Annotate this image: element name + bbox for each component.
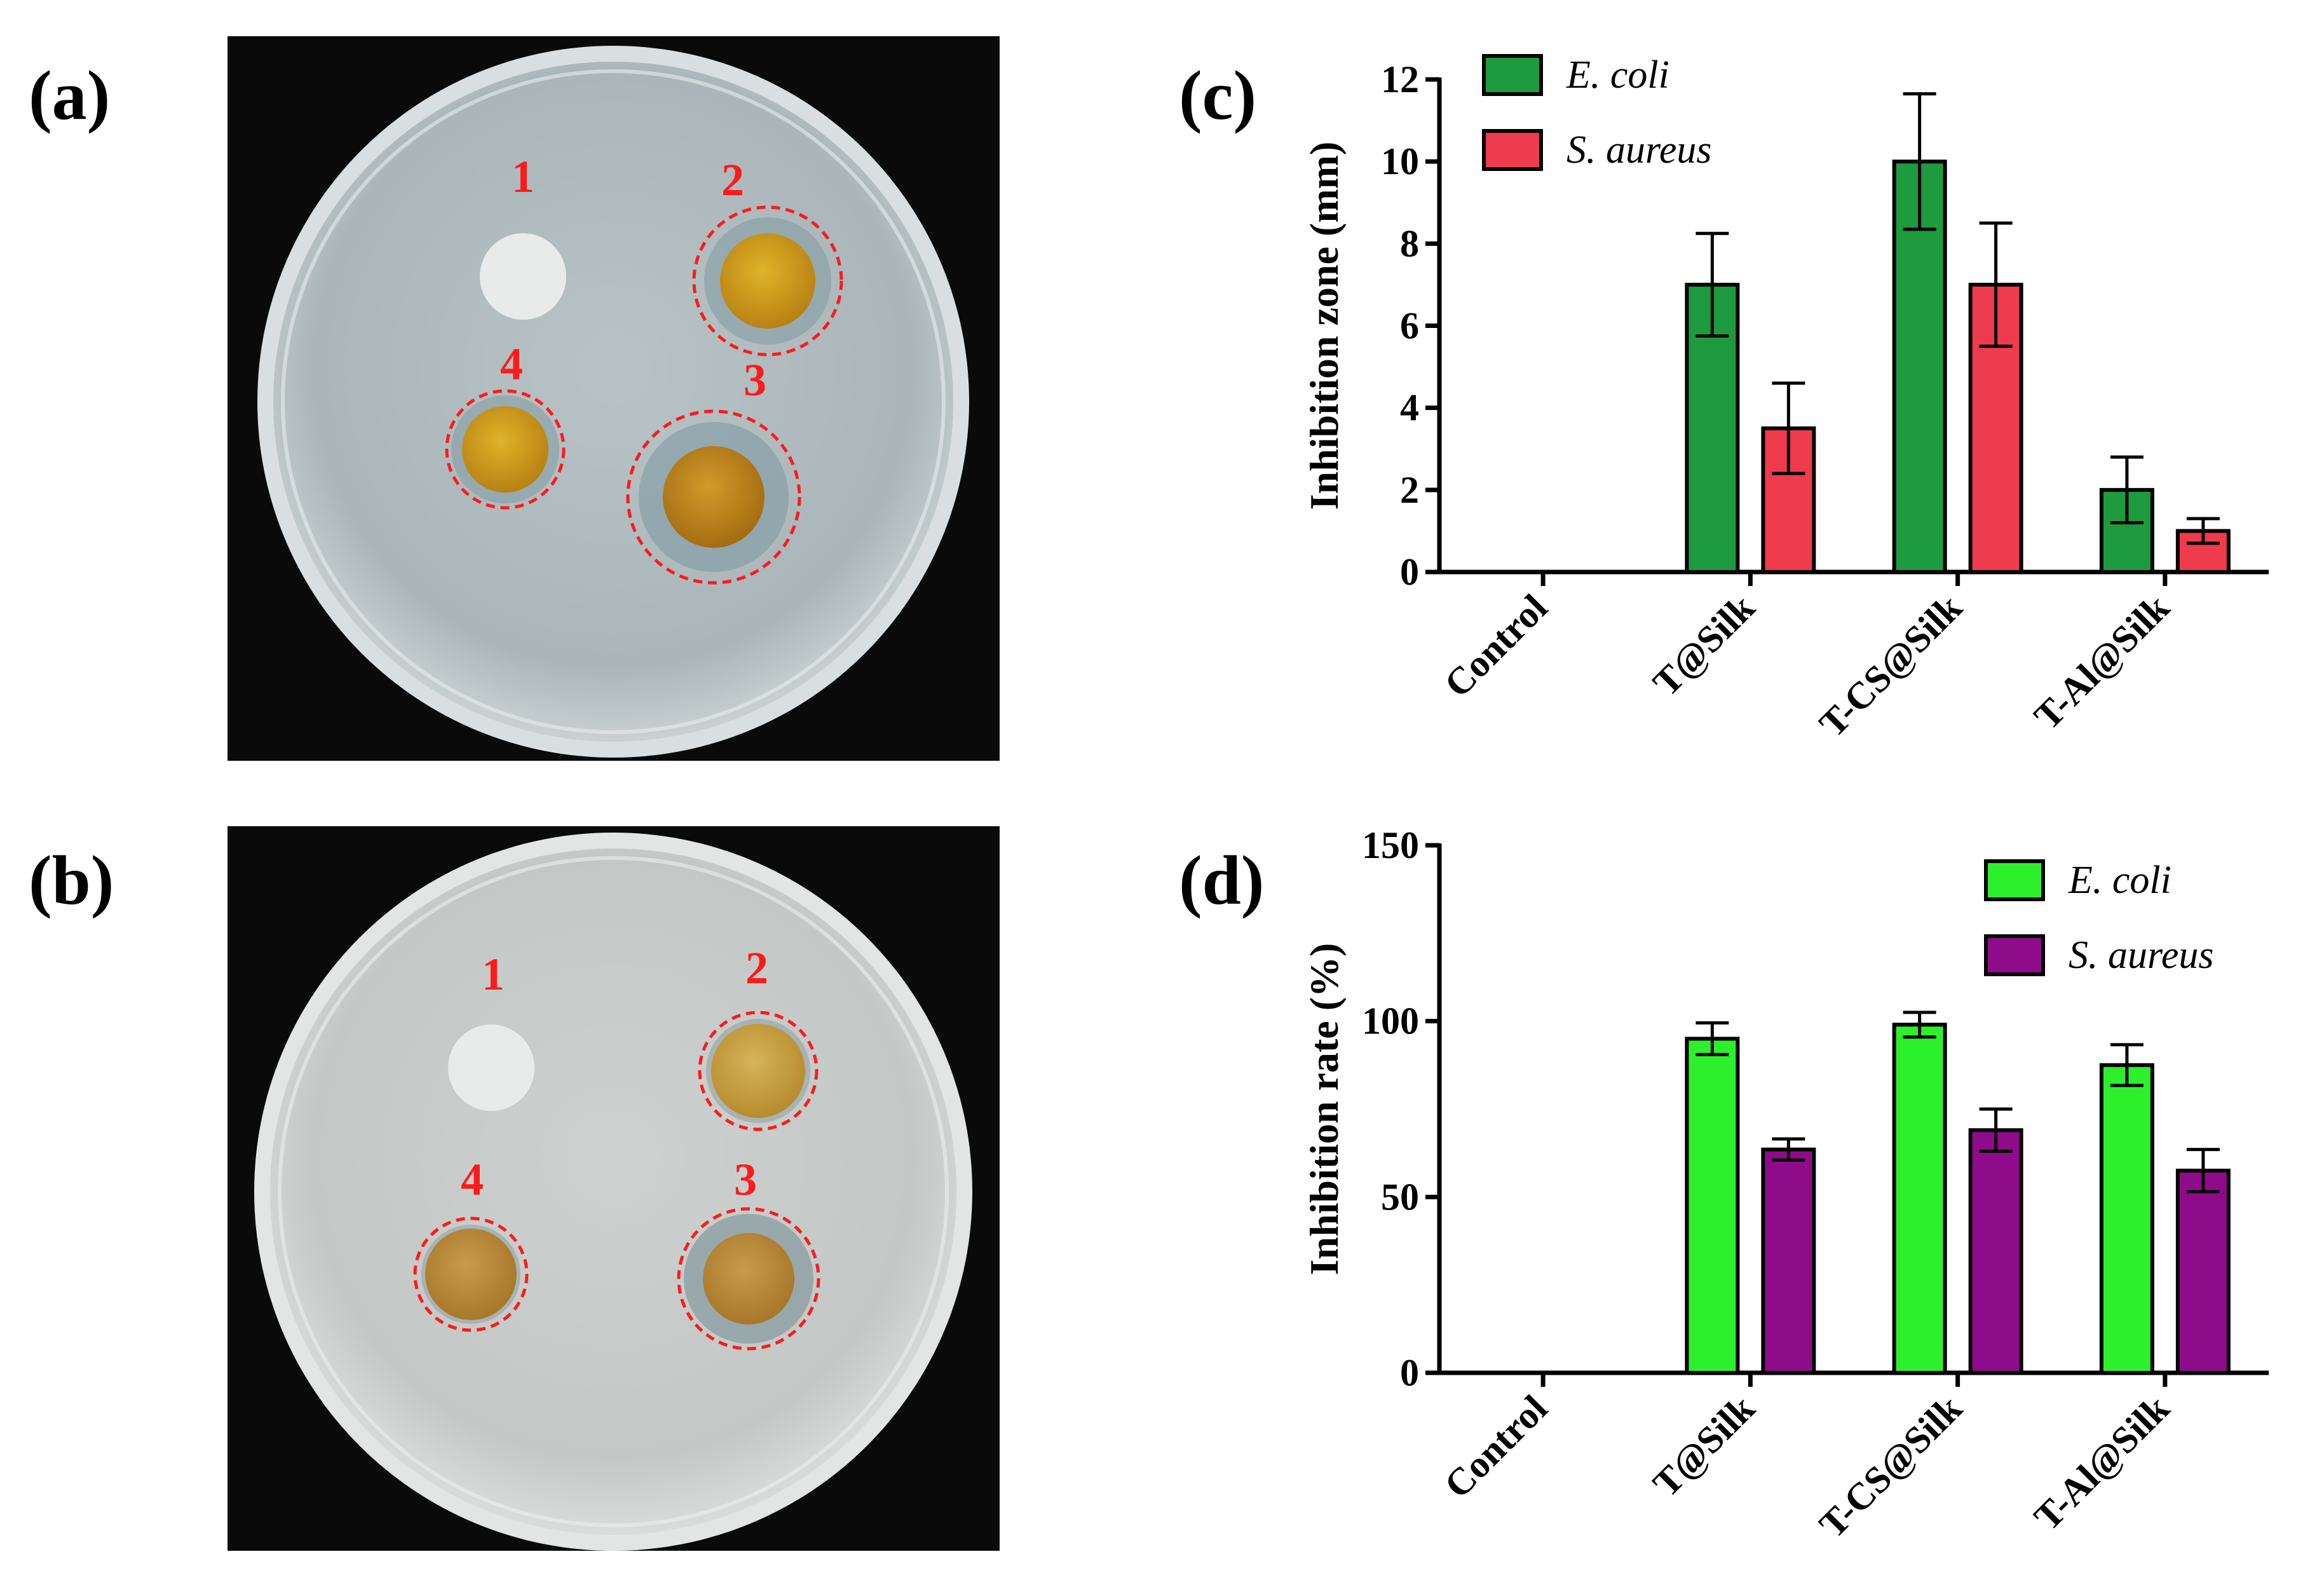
disc-label-3: 3 bbox=[734, 1154, 757, 1205]
legend-swatch bbox=[1482, 54, 1543, 96]
disc-label-3: 3 bbox=[744, 355, 766, 405]
legend-swatch bbox=[1984, 859, 2045, 901]
disc-label-2: 2 bbox=[745, 943, 768, 993]
x-tick-label: Control bbox=[1436, 1387, 1555, 1506]
panel-label-d: (d) bbox=[1179, 841, 1265, 919]
y-tick-label: 50 bbox=[1381, 1176, 1419, 1218]
bar bbox=[1892, 160, 1947, 574]
y-axis-label: Inhibition rate (%) bbox=[1301, 943, 1347, 1276]
disc-label-1: 1 bbox=[512, 151, 534, 202]
agar-surface bbox=[270, 848, 956, 1535]
x-tick-label: T@Silk bbox=[1645, 586, 1763, 704]
bar bbox=[2175, 529, 2231, 575]
bar bbox=[1685, 282, 1740, 574]
bar bbox=[1892, 1023, 1947, 1375]
y-tick-label: 0 bbox=[1400, 551, 1419, 593]
legend-swatch bbox=[1482, 129, 1543, 171]
sample-disc-2 bbox=[720, 233, 815, 329]
legend-label: E. coli bbox=[2068, 859, 2171, 902]
inhibition-zone-circle-2 bbox=[698, 1011, 819, 1131]
y-tick-label: 2 bbox=[1400, 469, 1419, 511]
disc-label-4: 4 bbox=[500, 339, 523, 390]
bar bbox=[2175, 1168, 2231, 1375]
y-tick-label: 12 bbox=[1381, 58, 1419, 100]
petri-dish-photo-b: 1 2 3 4 bbox=[228, 826, 1000, 1551]
sample-disc-1 bbox=[480, 233, 566, 320]
bar bbox=[1685, 1037, 1740, 1375]
sample-disc-3 bbox=[703, 1233, 794, 1325]
y-axis-label: Inhibition zone (mm) bbox=[1301, 142, 1347, 510]
sample-disc-2 bbox=[711, 1024, 805, 1118]
bar bbox=[1761, 1147, 1816, 1375]
x-tick-label: T-Al@Silk bbox=[2026, 586, 2177, 737]
y-tick-label: 6 bbox=[1400, 305, 1419, 347]
petri-dish-photo-a: 1 2 3 4 bbox=[228, 36, 1000, 761]
x-tick-label: Control bbox=[1436, 587, 1555, 705]
agar-surface bbox=[273, 62, 953, 742]
legend-label: E. coli bbox=[1566, 53, 1669, 97]
x-tick-label: T-CS@Silk bbox=[1811, 586, 1970, 745]
legend-label: S. aureus bbox=[2069, 934, 2213, 977]
inhibition-zone-circle-3 bbox=[626, 409, 801, 585]
panel-label-a: (a) bbox=[29, 57, 111, 134]
petri-dish-a: 1 2 3 4 bbox=[257, 46, 969, 758]
bar bbox=[1968, 1128, 2023, 1375]
y-tick-label: 10 bbox=[1381, 140, 1419, 182]
y-tick-label: 100 bbox=[1362, 1000, 1419, 1042]
inhibition-zone-circle-4 bbox=[445, 389, 566, 510]
petri-dish-b: 1 2 3 4 bbox=[254, 833, 972, 1551]
bar bbox=[2099, 1063, 2154, 1375]
sample-disc-1 bbox=[448, 1025, 534, 1111]
inhibition-zone-circle-3 bbox=[677, 1207, 820, 1351]
bar bbox=[2099, 487, 2154, 574]
panel-label-c: (c) bbox=[1179, 57, 1257, 134]
sample-disc-4 bbox=[462, 406, 548, 493]
disc-label-2: 2 bbox=[721, 154, 744, 205]
sample-disc-4 bbox=[425, 1229, 517, 1320]
x-tick-label: T@Silk bbox=[1645, 1387, 1763, 1505]
disc-label-1: 1 bbox=[482, 949, 505, 1000]
y-tick-label: 8 bbox=[1400, 222, 1419, 264]
legend-label: S. aureus bbox=[1566, 128, 1711, 172]
inhibition-zone-circle-2 bbox=[692, 205, 843, 357]
panel-label-b: (b) bbox=[29, 841, 114, 919]
sample-disc-3 bbox=[663, 446, 764, 548]
y-tick-label: 4 bbox=[1400, 387, 1419, 429]
x-tick-label: T-Al@Silk bbox=[2026, 1387, 2177, 1538]
y-tick-label: 150 bbox=[1362, 824, 1419, 866]
legend-swatch bbox=[1984, 934, 2045, 976]
inhibition-zone-circle-4 bbox=[413, 1216, 529, 1332]
disc-label-4: 4 bbox=[461, 1154, 484, 1205]
bar bbox=[1968, 282, 2023, 574]
x-tick-label: T-CS@Silk bbox=[1811, 1387, 1970, 1546]
y-tick-label: 0 bbox=[1400, 1352, 1419, 1394]
bar bbox=[1761, 426, 1816, 574]
